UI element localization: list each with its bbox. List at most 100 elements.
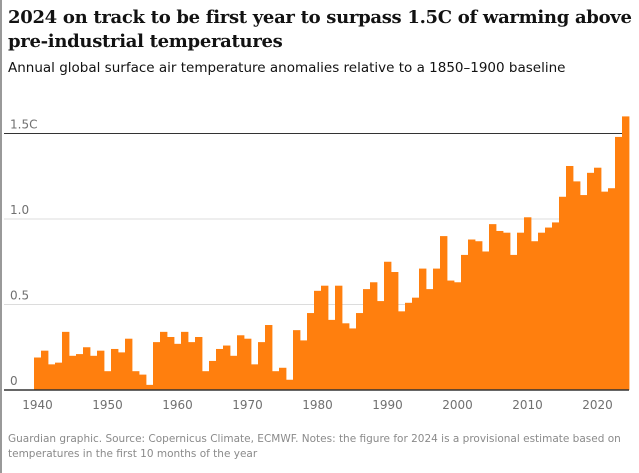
bar-2008 [510,254,518,390]
bar-2004 [482,251,490,390]
bar-1952 [118,352,126,390]
bar-1956 [146,384,154,390]
bar-1973 [265,325,273,390]
chart-footer: Guardian graphic. Source: Copernicus Cli… [8,433,621,460]
bar-1985 [349,328,357,390]
bar-1980 [314,290,322,390]
bar-1963 [195,336,203,390]
x-tick-label: 1960 [162,398,193,412]
y-tick-label: 0.5 [10,289,29,303]
chart-title: 2024 on track to be first year to surpas… [8,7,632,52]
bar-1958 [160,331,168,390]
bar-1989 [377,301,385,390]
bar-1996 [426,289,434,390]
bar-2003 [475,241,483,390]
bar-1976 [286,379,294,390]
x-tick-label: 2000 [442,398,473,412]
bar-1942 [48,364,56,390]
y-tick-label: 0 [10,374,18,388]
bar-2015 [559,196,567,390]
x-tick-label: 2010 [512,398,543,412]
bar-1940 [34,357,42,390]
x-tick-label: 1950 [92,398,123,412]
bar-1994 [412,297,420,390]
bar-1968 [230,355,238,390]
bar-1983 [335,285,343,390]
bar-2012 [538,232,546,390]
x-tick-label: 1990 [372,398,403,412]
bar-1947 [83,347,91,390]
bar-1984 [342,323,350,390]
bar-1977 [293,330,301,390]
y-tick-label: 1.0 [10,203,29,217]
x-tick-label: 2020 [582,398,613,412]
bar-2002 [468,239,476,390]
bar-1953 [125,338,133,390]
bar-1999 [447,280,455,390]
bar-1955 [139,374,147,390]
bar-2022 [608,188,616,390]
y-tick-label: 1.5C [10,118,37,132]
bar-1978 [300,340,308,390]
bar-2023 [615,136,623,390]
bar-2018 [580,195,588,390]
bar-2013 [545,227,553,390]
bar-1966 [216,348,224,390]
bar-1998 [440,236,448,390]
bar-2010 [524,217,532,390]
bar-1961 [181,331,189,390]
bar-1957 [153,342,161,390]
x-tick-label: 1980 [302,398,333,412]
bar-2001 [461,254,469,390]
bar-1951 [111,348,119,390]
bar-1969 [237,335,245,390]
bar-1962 [188,342,196,390]
bar-1941 [41,350,49,390]
bar-1975 [279,367,287,390]
bar-1988 [370,282,378,390]
bar-1954 [132,371,140,390]
bar-1971 [251,364,259,390]
bar-1967 [223,345,231,390]
x-tick-label: 1970 [232,398,263,412]
chart-subtitle: Annual global surface air temperature an… [8,60,566,76]
bar-1991 [391,272,399,390]
bar-2007 [503,232,511,390]
bar-1987 [363,289,371,390]
bar-1959 [167,336,175,390]
bar-2014 [552,222,560,390]
bar-1997 [433,268,441,390]
bar-1946 [76,354,84,390]
bar-1992 [398,311,406,390]
bar-2020 [594,167,602,390]
bar-1960 [174,343,182,390]
bar-2005 [489,224,497,390]
bar-1964 [202,371,210,390]
bar-1945 [69,355,77,390]
bar-1972 [258,342,266,390]
bar-1990 [384,261,392,390]
bar-2021 [601,191,609,390]
bar-1974 [272,371,280,390]
bar-2000 [454,282,462,390]
bar-2016 [566,165,574,390]
bar-1982 [328,319,336,390]
bar-2024 [622,116,630,391]
bar-1949 [97,350,105,390]
bar-1995 [419,268,427,390]
bar-1943 [55,362,63,390]
bar-1993 [405,302,413,390]
bar-2009 [517,232,525,390]
bar-1986 [356,313,364,390]
bar-1950 [104,371,112,390]
bar-1965 [209,360,217,390]
bar-1970 [244,338,252,390]
bar-2019 [587,172,595,390]
bar-2017 [573,181,581,390]
bar-1944 [62,331,70,390]
bar-1979 [307,313,315,390]
bar-1981 [321,285,329,390]
x-tick-label: 1940 [22,398,53,412]
